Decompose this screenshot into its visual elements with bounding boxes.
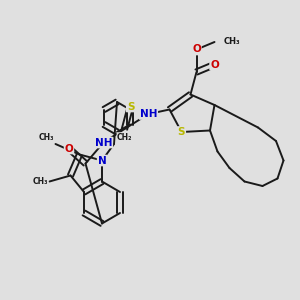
Text: O: O [210, 59, 219, 70]
Text: S: S [127, 101, 134, 112]
Text: N: N [98, 155, 106, 166]
Text: CH₃: CH₃ [224, 38, 241, 46]
Text: CH₂: CH₂ [117, 133, 133, 142]
Text: O: O [192, 44, 201, 55]
Text: CH₃: CH₃ [32, 177, 48, 186]
Text: O: O [64, 143, 74, 154]
Text: S: S [178, 127, 185, 137]
Text: CH₃: CH₃ [38, 134, 54, 142]
Text: NH: NH [95, 137, 112, 148]
Text: NH: NH [140, 109, 157, 119]
